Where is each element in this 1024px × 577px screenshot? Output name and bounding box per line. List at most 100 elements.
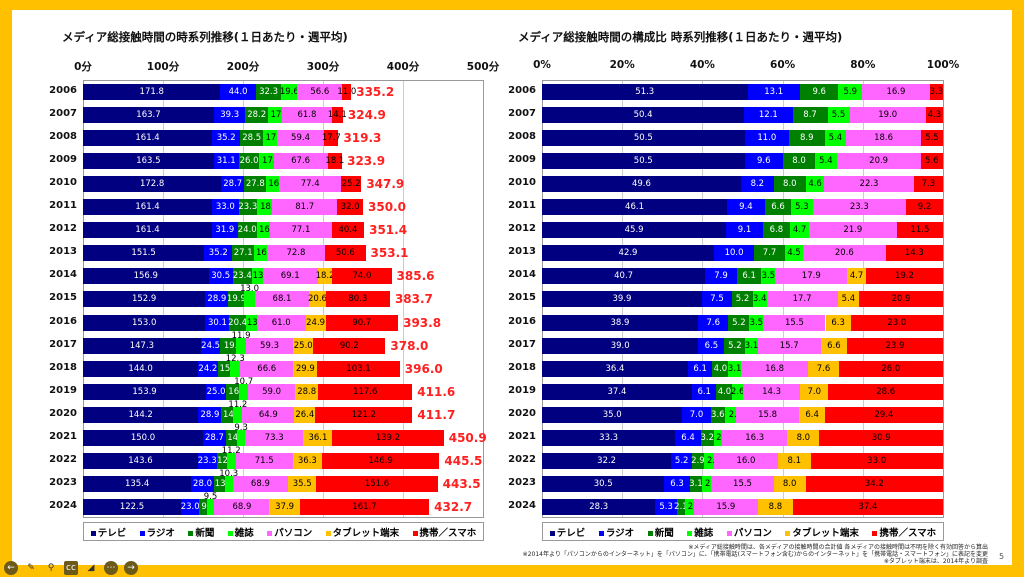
right-data-label: 5.3 — [659, 501, 673, 512]
right-data-label: 3.5 — [749, 317, 764, 328]
left-total-label: 385.6 — [396, 269, 435, 284]
right-bar-magazine — [702, 475, 712, 492]
left-data-label: 103.1 — [346, 363, 371, 374]
right-bar-newspaper — [728, 314, 750, 331]
right-bar-tv — [542, 130, 745, 147]
right-bar-pc — [763, 314, 826, 331]
right-x-tick-label: 0% — [533, 59, 551, 71]
right-bar-tablet — [773, 475, 806, 492]
left-bar-tablet — [292, 452, 322, 469]
legend-label: テレビ — [556, 527, 586, 539]
left-data-label: 68.9 — [232, 501, 252, 512]
right-bar-radio — [744, 153, 783, 170]
right-bar-magazine — [791, 199, 813, 216]
left-bar-tablet — [293, 337, 314, 354]
legend-label: 雑誌 — [234, 527, 254, 539]
left-data-label: 25.0 — [206, 386, 226, 397]
previous-slide-icon[interactable]: ← — [4, 561, 18, 575]
right-data-label: 6.1 — [693, 363, 707, 374]
right-bar-magazine — [703, 452, 714, 469]
right-bar-radio — [682, 406, 711, 423]
more-options-icon[interactable]: ⋯ — [104, 561, 118, 575]
left-bar-magazine — [226, 452, 236, 469]
right-bar-newspaper — [754, 245, 785, 262]
left-bar-mobile — [331, 222, 365, 239]
right-data-label: 6.1 — [697, 386, 711, 397]
pen-icon[interactable]: ✎ — [27, 563, 35, 573]
right-bar-radio — [664, 475, 690, 492]
left-bar-pc — [245, 337, 294, 354]
right-bar-newspaper — [762, 222, 791, 239]
left-data-label: 71.5 — [254, 455, 274, 466]
left-data-label: 32.0 — [340, 202, 360, 212]
left-bar-mobile — [341, 176, 362, 193]
legend-label: テレビ — [97, 527, 127, 539]
left-total-label: 319.3 — [343, 131, 382, 146]
right-data-label: 7.3 — [921, 178, 936, 189]
left-bar-pc — [273, 153, 328, 170]
left-bar-radio — [198, 406, 222, 423]
right-bar-magazine — [725, 406, 736, 423]
right-data-label: 28.6 — [876, 386, 896, 397]
left-bar-tv — [83, 291, 206, 308]
right-bar-tv — [542, 291, 702, 308]
left-bar-pc — [244, 429, 304, 446]
left-bar-mobile — [337, 199, 363, 216]
right-data-label: 17.7 — [792, 294, 812, 305]
right-data-label: 5.2 — [735, 294, 750, 305]
right-bar-newspaper — [788, 130, 825, 147]
right-bar-tv — [542, 176, 741, 193]
right-bar-radio — [726, 222, 763, 239]
right-bar-pc — [836, 153, 921, 170]
legend-item-newspaper: 新聞 — [188, 525, 214, 539]
left-bar-magazine — [245, 314, 257, 331]
right-data-label: 20.9 — [869, 155, 889, 166]
left-data-label: 25.0 — [293, 340, 313, 351]
left-bar-mobile — [325, 314, 399, 331]
right-bar-magazine — [838, 84, 863, 100]
left-total-label: 396.0 — [404, 361, 443, 376]
left-data-label: 28.0 — [193, 478, 212, 489]
left-data-label: 90.7 — [352, 317, 372, 328]
legend-swatch — [90, 530, 96, 536]
subtitles-icon[interactable]: cc — [64, 561, 78, 575]
right-data-label: 39.0 — [610, 340, 630, 351]
right-bar-magazine — [745, 337, 758, 354]
right-bar-tablet — [787, 429, 820, 446]
left-bar-magazine — [266, 176, 280, 193]
left-bar-newspaper — [228, 291, 245, 308]
left-bar-radio — [212, 130, 241, 147]
left-bar-radio — [198, 360, 218, 377]
right-year-label: 2014 — [508, 269, 536, 281]
right-x-tick-label: 80% — [850, 59, 876, 71]
left-x-tick-label: 400分 — [386, 61, 420, 73]
right-data-label: 28.3 — [589, 501, 609, 512]
legend-swatch — [598, 530, 604, 536]
right-data-label: 3.4 — [752, 294, 767, 305]
zoom-icon[interactable]: ⚲ — [47, 563, 55, 573]
left-bar-newspaper — [232, 268, 252, 285]
right-data-label: 4.0 — [717, 386, 732, 397]
right-year-label: 2012 — [508, 223, 536, 235]
left-data-label: 28.7 — [223, 178, 243, 189]
legend-item-tv: テレビ — [90, 525, 127, 539]
right-data-label: 3.1 — [689, 478, 703, 489]
left-data-label: 28.9 — [200, 409, 220, 420]
left-data-label: 144.2 — [128, 409, 153, 420]
left-data-label: 64.9 — [258, 409, 278, 420]
left-year-label: 2011 — [49, 200, 77, 212]
right-x-tick-label: 20% — [609, 59, 635, 71]
next-slide-icon[interactable]: → — [124, 561, 138, 575]
left-bar-tv — [83, 498, 181, 515]
left-bar-magazine — [237, 429, 245, 446]
pointer-icon[interactable]: ◢ — [87, 563, 95, 573]
right-data-label: 5.6 — [925, 155, 939, 166]
left-data-label: 17.7 — [321, 132, 341, 143]
legend-item-tablet: タブレット端末 — [785, 525, 859, 539]
left-year-label: 2010 — [49, 177, 77, 189]
right-data-label: 7.7 — [762, 248, 777, 259]
left-bar-mobile — [324, 130, 339, 147]
right-bar-radio — [687, 360, 713, 377]
left-data-label: 19.6 — [279, 86, 299, 97]
left-bar-newspaper — [237, 222, 257, 239]
